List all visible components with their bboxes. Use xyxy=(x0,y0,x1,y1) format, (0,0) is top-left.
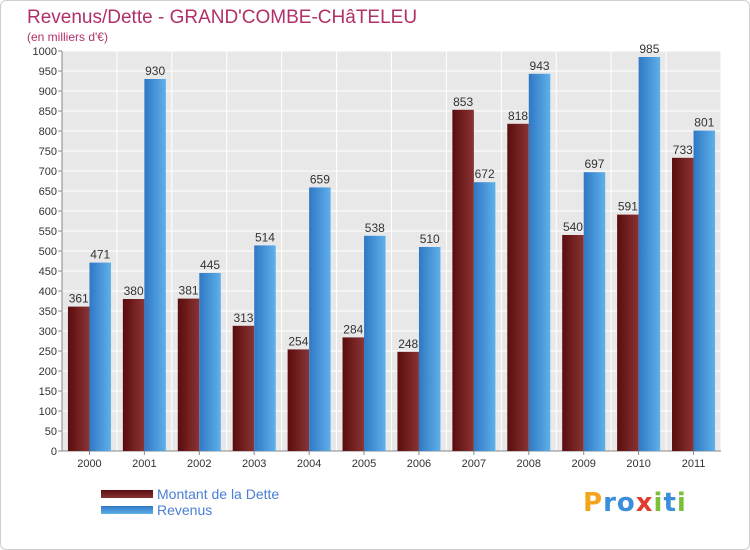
x-tick-label: 2003 xyxy=(242,458,266,470)
bar-revenus-2008 xyxy=(528,73,551,452)
legend-swatch-revenus xyxy=(101,506,153,514)
y-tick-label: 200 xyxy=(39,366,57,378)
bar-revenus-2010 xyxy=(638,57,661,451)
data-label-dette-2005: 284 xyxy=(343,322,363,336)
bar-dette-2005 xyxy=(342,337,365,451)
y-tick-label: 800 xyxy=(39,126,57,138)
bar-revenus-2011 xyxy=(693,130,716,451)
x-tick-label: 2001 xyxy=(132,458,156,470)
data-label-revenus-2001: 930 xyxy=(145,64,165,78)
y-tick-label: 950 xyxy=(39,66,57,78)
bar-dette-2010 xyxy=(617,214,639,451)
bar-dette-2009 xyxy=(562,235,584,451)
chart-subtitle: (en milliers d'€) xyxy=(27,30,108,44)
bar-dette-2004 xyxy=(287,349,310,451)
bar-dette-2011 xyxy=(672,157,694,452)
y-tick-label: 700 xyxy=(39,166,57,178)
chart-title: Revenus/Dette - GRAND'COMBE-CHâTELEU xyxy=(27,7,418,28)
bar-dette-2000 xyxy=(67,306,90,451)
y-tick-label: 300 xyxy=(39,326,57,338)
x-tick-label: 2011 xyxy=(682,458,706,470)
data-label-dette-2011: 733 xyxy=(673,143,693,157)
data-label-revenus-2006: 510 xyxy=(420,232,440,246)
y-tick-label: 350 xyxy=(39,306,57,318)
x-tick-label: 2009 xyxy=(571,458,595,470)
legend-swatch-dette xyxy=(101,490,153,498)
x-tick-label: 2008 xyxy=(517,458,541,470)
data-label-dette-2008: 818 xyxy=(508,109,528,123)
y-tick-label: 750 xyxy=(39,146,57,158)
y-tick-label: 500 xyxy=(39,246,57,258)
data-label-dette-2010: 591 xyxy=(618,200,638,214)
x-tick-label: 2004 xyxy=(297,458,321,470)
y-tick-label: 550 xyxy=(39,226,57,238)
y-tick-label: 450 xyxy=(39,266,57,278)
data-label-revenus-2004: 659 xyxy=(310,172,330,186)
legend-label-dette: Montant de la Dette xyxy=(157,486,280,502)
bar-revenus-2004 xyxy=(309,187,331,451)
y-tick-label: 100 xyxy=(39,406,57,418)
bar-dette-2008 xyxy=(507,123,529,452)
x-tick-label: 2006 xyxy=(407,458,431,470)
logo-letter: t xyxy=(663,488,677,518)
legend-label-revenus: Revenus xyxy=(157,502,213,518)
data-label-revenus-2010: 985 xyxy=(639,42,659,56)
data-label-revenus-2011: 801 xyxy=(694,116,714,130)
bar-dette-2003 xyxy=(232,325,255,451)
logo-letter: x xyxy=(635,488,654,518)
data-label-dette-2004: 254 xyxy=(288,334,308,348)
data-label-dette-2003: 313 xyxy=(233,311,253,325)
x-tick-label: 2002 xyxy=(187,458,211,470)
logo-letter: r xyxy=(603,488,617,518)
bar-revenus-2001 xyxy=(144,79,166,451)
data-label-revenus-2009: 697 xyxy=(584,157,604,171)
y-tick-label: 400 xyxy=(39,286,57,298)
y-tick-label: 1000 xyxy=(33,46,57,58)
bar-revenus-2009 xyxy=(583,172,606,451)
data-label-dette-2000: 361 xyxy=(69,292,89,306)
y-tick-label: 0 xyxy=(51,446,57,458)
data-label-dette-2007: 853 xyxy=(453,95,473,109)
bar-dette-2007 xyxy=(452,109,474,452)
logo-letter: i xyxy=(676,488,687,518)
bar-dette-2006 xyxy=(397,351,419,451)
bar-revenus-2005 xyxy=(364,235,386,451)
y-tick-label: 250 xyxy=(39,346,57,358)
data-label-revenus-2007: 672 xyxy=(475,167,495,181)
x-tick-label: 2005 xyxy=(352,458,376,470)
x-tick-label: 2010 xyxy=(626,458,650,470)
proxiti-logo: Proxiti xyxy=(583,488,687,518)
data-label-revenus-2008: 943 xyxy=(530,59,550,73)
logo-letter: i xyxy=(653,488,664,518)
bar-revenus-2003 xyxy=(254,245,276,451)
bar-dette-2001 xyxy=(122,299,145,451)
logo-letter: o xyxy=(616,488,636,518)
data-label-revenus-2005: 538 xyxy=(365,221,385,235)
y-tick-label: 50 xyxy=(45,426,57,438)
y-tick-label: 900 xyxy=(39,86,57,98)
y-tick-label: 600 xyxy=(39,206,57,218)
data-label-revenus-2002: 445 xyxy=(200,258,220,272)
data-label-dette-2006: 248 xyxy=(398,337,418,351)
bar-revenus-2007 xyxy=(473,182,496,451)
x-tick-label: 2000 xyxy=(77,458,101,470)
data-label-revenus-2003: 514 xyxy=(255,230,275,244)
bar-dette-2002 xyxy=(177,298,200,451)
y-tick-label: 850 xyxy=(39,106,57,118)
data-label-revenus-2000: 471 xyxy=(90,248,110,262)
y-tick-label: 150 xyxy=(39,386,57,398)
bar-revenus-2000 xyxy=(89,262,111,451)
bar-revenus-2002 xyxy=(199,273,221,451)
logo-letter: P xyxy=(583,488,604,518)
data-label-dette-2009: 540 xyxy=(563,220,583,234)
y-tick-label: 650 xyxy=(39,186,57,198)
bar-revenus-2006 xyxy=(418,247,441,451)
x-tick-label: 2007 xyxy=(462,458,486,470)
data-label-dette-2001: 380 xyxy=(124,284,144,298)
data-label-dette-2002: 381 xyxy=(179,284,199,298)
